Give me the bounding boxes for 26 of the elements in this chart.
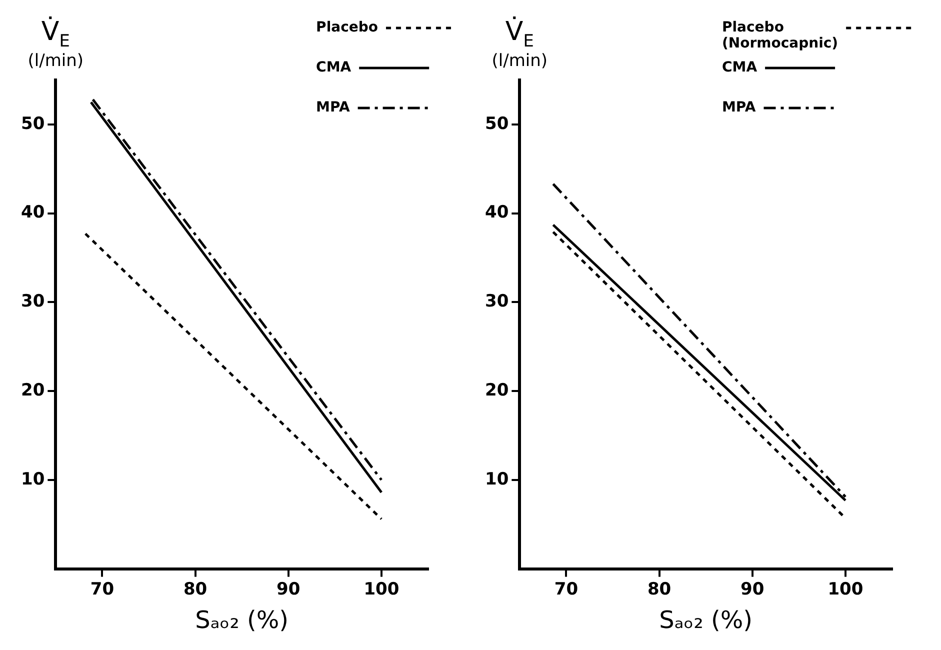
x-tick-label: 80 xyxy=(647,579,672,600)
x-tick-label: 80 xyxy=(183,579,208,600)
legend-label: CMA xyxy=(316,60,352,76)
y-tick-label: 50 xyxy=(20,114,45,134)
y-tick-label: 30 xyxy=(484,292,509,312)
y-tick-label: 20 xyxy=(20,380,45,400)
x-tick-label: 100 xyxy=(364,579,400,600)
x-tick-label: 100 xyxy=(828,579,864,600)
y-tick-label: 40 xyxy=(20,202,45,223)
x-tick-label: 70 xyxy=(554,579,578,600)
legend-label: Placebo xyxy=(316,20,378,36)
y-tick-label: 40 xyxy=(484,202,509,223)
y-tick-label: 50 xyxy=(484,114,509,134)
legend-label: Placebo (Normocapnic) xyxy=(722,20,838,52)
y-tick-label: 30 xyxy=(20,292,45,312)
legend-label: MPA xyxy=(316,100,350,116)
x-tick-label: 90 xyxy=(276,579,300,600)
y-tick-label: 10 xyxy=(484,469,509,490)
y-tick-label: 20 xyxy=(484,380,509,400)
x-axis-title: Sₐₒ₂ (%) xyxy=(659,606,752,634)
x-axis-title: Sₐₒ₂ (%) xyxy=(195,606,288,634)
y-tick-label: 10 xyxy=(20,469,45,490)
x-tick-label: 90 xyxy=(740,579,764,600)
legend-label: MPA xyxy=(722,100,756,116)
legend-label: CMA xyxy=(722,60,758,76)
x-tick-label: 70 xyxy=(90,579,114,600)
